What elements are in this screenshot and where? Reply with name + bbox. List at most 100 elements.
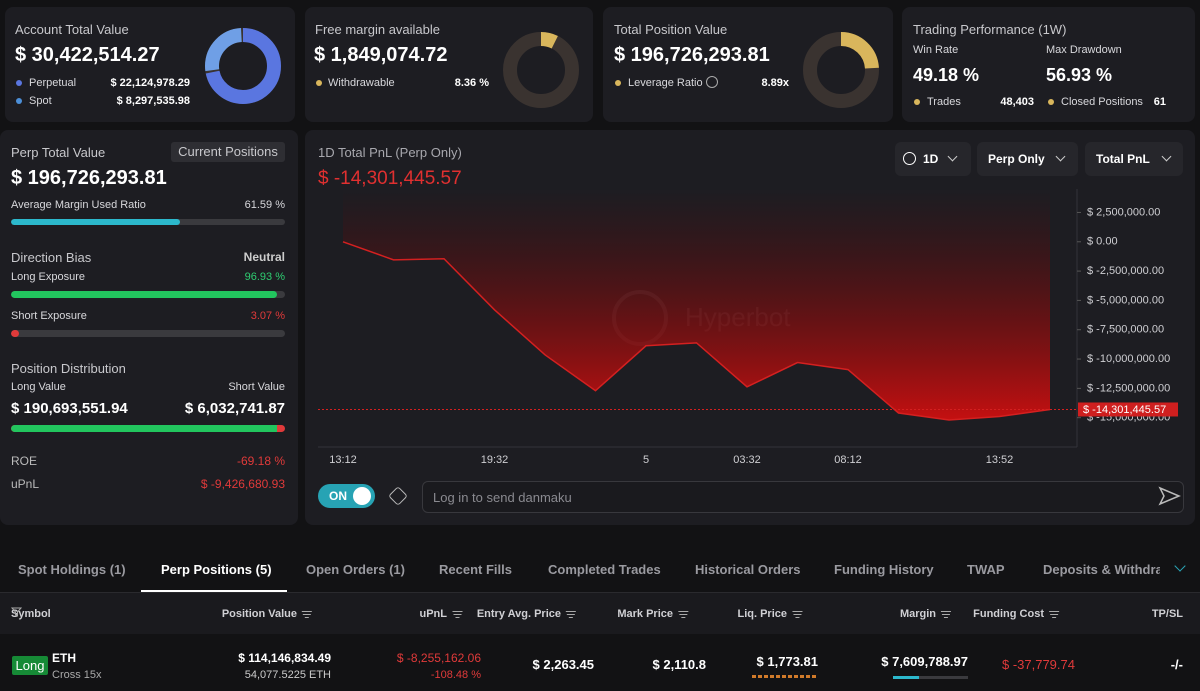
danmaku-toggle[interactable]: ON — [318, 484, 375, 508]
value: $ 6,032,741.87 — [184, 400, 285, 417]
column-header[interactable]: TP/SL — [1152, 608, 1183, 620]
column-header[interactable]: Mark Price — [617, 608, 688, 620]
bar-track — [11, 330, 285, 337]
label: Perpetual — [29, 77, 77, 89]
sort-icon — [1049, 610, 1059, 618]
chevron — [947, 151, 958, 162]
tab[interactable]: Open Orders (1) — [306, 562, 405, 577]
column-header[interactable]: Margin — [900, 608, 951, 620]
danmaku-input[interactable]: Log in to send danmaku — [422, 481, 1184, 513]
value: $ -9,426,680.93 — [200, 477, 285, 491]
column-label: Funding Cost — [973, 608, 1044, 620]
chevron — [1055, 151, 1066, 162]
label: Closed Positions — [1061, 96, 1143, 108]
column-label: Margin — [899, 608, 936, 620]
legend-dot — [914, 99, 920, 105]
toggle-knob — [353, 487, 371, 505]
perp-panel — [0, 130, 298, 525]
legend-dot — [16, 98, 22, 104]
dropdown-label: 1D — [923, 152, 939, 166]
range-dropdown[interactable]: 1D — [895, 142, 971, 176]
value: $ 190,693,551.94 — [11, 400, 128, 417]
label: Leverage Ratio — [628, 77, 703, 89]
divider — [0, 592, 1200, 593]
panel-title: Perp Total Value — [11, 145, 106, 160]
label: Max Drawdown — [1046, 44, 1122, 56]
value: $ 8,297,535.98 — [116, 95, 190, 107]
legend-dot — [316, 80, 322, 86]
margin-meter-fill — [893, 676, 919, 679]
chart-panel — [305, 130, 1195, 525]
margin-bar — [11, 219, 180, 225]
metric-dropdown[interactable]: Total PnL — [1085, 142, 1183, 176]
tab[interactable]: Recent Fills — [439, 562, 512, 577]
bar-track — [11, 425, 285, 432]
help-icon[interactable] — [706, 76, 718, 88]
column-header[interactable]: Position Value — [222, 608, 312, 620]
chart-value: $ -14,301,445.57 — [318, 168, 462, 189]
tab[interactable]: Perp Positions (5) — [161, 562, 272, 577]
card-value: $ 30,422,514.27 — [15, 44, 160, 66]
sort-icon — [566, 610, 576, 618]
column-label: Symbol — [11, 608, 51, 620]
margin-mode: Cross 15x — [52, 669, 102, 681]
card-title: Total Position Value — [614, 22, 728, 37]
input-placeholder: Log in to send danmaku — [433, 490, 572, 505]
tab[interactable]: Funding History — [834, 562, 934, 577]
symbol: ETH — [52, 651, 76, 665]
margin: $ 7,609,788.97 — [881, 654, 968, 669]
table-header — [0, 593, 1200, 634]
position-size: 54,077.5225 ETH — [244, 669, 331, 681]
sort-icon — [452, 610, 462, 618]
scope-dropdown[interactable]: Perp Only — [977, 142, 1078, 176]
tab[interactable]: Spot Holdings (1) — [18, 562, 126, 577]
side-badge: Long — [12, 656, 48, 675]
label: Long Exposure — [11, 271, 85, 283]
value: 8.89x — [761, 77, 789, 89]
entry-price: $ 2,263.45 — [532, 657, 594, 672]
toggle-label: ON — [329, 489, 347, 503]
sort-icon — [302, 610, 312, 618]
value: 49.18 % — [913, 65, 980, 85]
value: 61 — [1153, 96, 1166, 108]
tab[interactable]: Historical Orders — [695, 562, 801, 577]
label: Average Margin Used Ratio — [11, 199, 146, 211]
bar-track — [11, 291, 285, 298]
position-value: $ 114,146,834.49 — [238, 651, 331, 665]
bar-track — [11, 219, 285, 225]
label: Short Exposure — [11, 310, 87, 322]
tab[interactable]: TWAP — [967, 562, 1005, 577]
card-value: $ 196,726,293.81 — [614, 44, 770, 66]
column-header[interactable]: uPnL — [419, 608, 462, 620]
active-tab-underline — [141, 590, 287, 592]
column-header[interactable]: Funding Cost — [973, 608, 1059, 620]
dropdown-label: Total PnL — [1096, 152, 1150, 166]
tab[interactable]: Completed Trades — [548, 562, 661, 577]
value: Neutral — [243, 250, 285, 264]
distribution-bar — [11, 425, 277, 432]
label: Direction Bias — [11, 250, 92, 265]
column-label: Mark Price — [617, 608, 673, 620]
sort-icon — [941, 610, 951, 618]
card-title: Free margin available — [315, 22, 441, 37]
label: Withdrawable — [328, 77, 395, 89]
legend-dot — [615, 80, 621, 86]
value: 96.93 % — [244, 271, 285, 283]
dropdown-label: Perp Only — [988, 152, 1045, 166]
upnl: $ -8,255,162.06 — [396, 651, 481, 665]
label: ROE — [11, 454, 38, 468]
clock-icon — [903, 152, 916, 165]
current-positions-button[interactable]: Current Positions — [171, 142, 285, 162]
perp-value: $ 196,726,293.81 — [11, 167, 167, 189]
tab[interactable]: Deposits & Withdraw — [1043, 562, 1160, 577]
liq-risk-meter — [752, 675, 818, 678]
liq-price: $ 1,773.81 — [756, 654, 818, 669]
column-label: TP/SL — [1151, 608, 1183, 620]
column-header[interactable]: Symbol — [11, 608, 51, 620]
value: 8.36 % — [454, 77, 489, 89]
margin-meter — [893, 676, 968, 679]
label: Spot — [29, 95, 52, 107]
column-header[interactable]: Liq. Price — [737, 608, 802, 620]
column-header[interactable]: Entry Avg. Price — [477, 608, 576, 620]
column-label: uPnL — [419, 608, 448, 620]
